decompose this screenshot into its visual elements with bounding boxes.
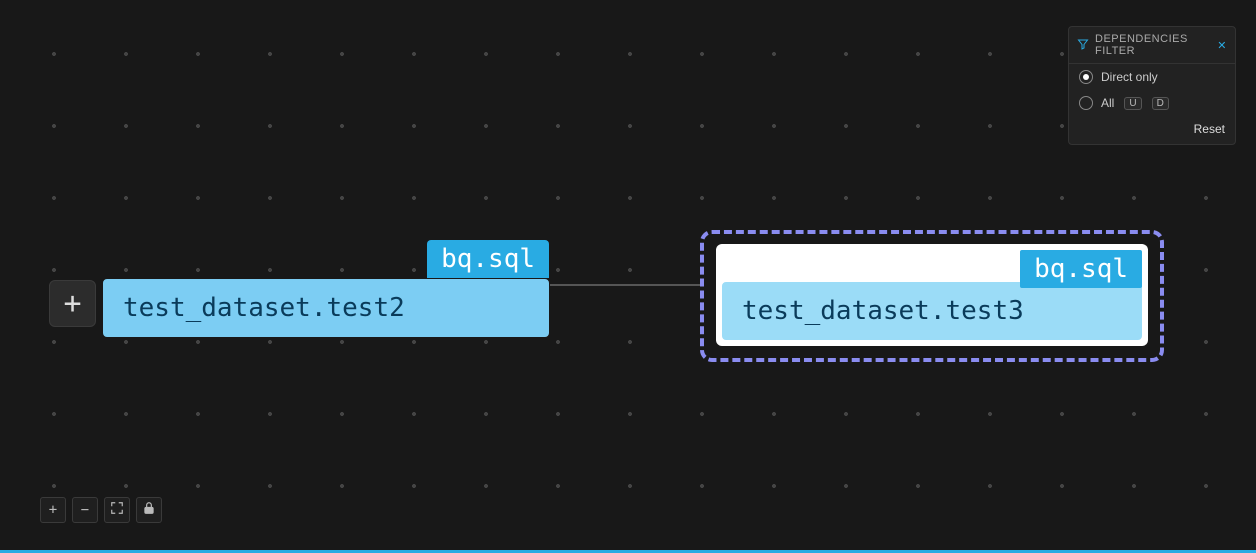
- zoom-in-button[interactable]: +: [40, 497, 66, 523]
- node-label: test_dataset.test3: [722, 282, 1142, 340]
- edge-n1-n2: [550, 284, 700, 286]
- kbd-u: U: [1124, 97, 1141, 110]
- filter-title: DEPENDENCIES FILTER: [1095, 33, 1211, 57]
- close-icon[interactable]: ✕: [1217, 39, 1227, 52]
- radio-unchecked-icon: [1079, 96, 1093, 110]
- dependencies-filter-panel: DEPENDENCIES FILTER ✕ Direct only All U …: [1068, 26, 1236, 145]
- node-inner: bq.sql test_dataset.test3: [716, 244, 1148, 346]
- node-test_dataset-test2[interactable]: bq.sql test_dataset.test2: [103, 279, 549, 337]
- filter-icon: [1077, 38, 1089, 53]
- lock-button[interactable]: [136, 497, 162, 523]
- add-upstream-button[interactable]: +: [49, 280, 96, 327]
- node-label: test_dataset.test2: [103, 279, 549, 337]
- filter-option-label: All: [1101, 96, 1114, 110]
- lock-icon: [142, 501, 156, 519]
- filter-option-all[interactable]: All U D: [1069, 90, 1235, 116]
- node-test_dataset-test3[interactable]: bq.sql test_dataset.test3: [700, 230, 1164, 362]
- filter-option-direct-only[interactable]: Direct only: [1069, 64, 1235, 90]
- plus-icon: +: [63, 286, 81, 321]
- radio-checked-icon: [1079, 70, 1093, 84]
- filter-header: DEPENDENCIES FILTER ✕: [1069, 27, 1235, 64]
- zoom-toolbar: + −: [40, 497, 162, 523]
- fit-icon: [110, 501, 124, 519]
- selection-outline: bq.sql test_dataset.test3: [700, 230, 1164, 362]
- fit-button[interactable]: [104, 497, 130, 523]
- plus-icon: +: [49, 502, 57, 518]
- reset-button[interactable]: Reset: [1069, 116, 1235, 144]
- minus-icon: −: [81, 502, 89, 518]
- zoom-out-button[interactable]: −: [72, 497, 98, 523]
- reset-label: Reset: [1194, 122, 1225, 136]
- node-type-badge: bq.sql: [427, 240, 549, 278]
- node-type-badge: bq.sql: [1020, 250, 1142, 288]
- kbd-d: D: [1152, 97, 1169, 110]
- filter-option-label: Direct only: [1101, 70, 1158, 84]
